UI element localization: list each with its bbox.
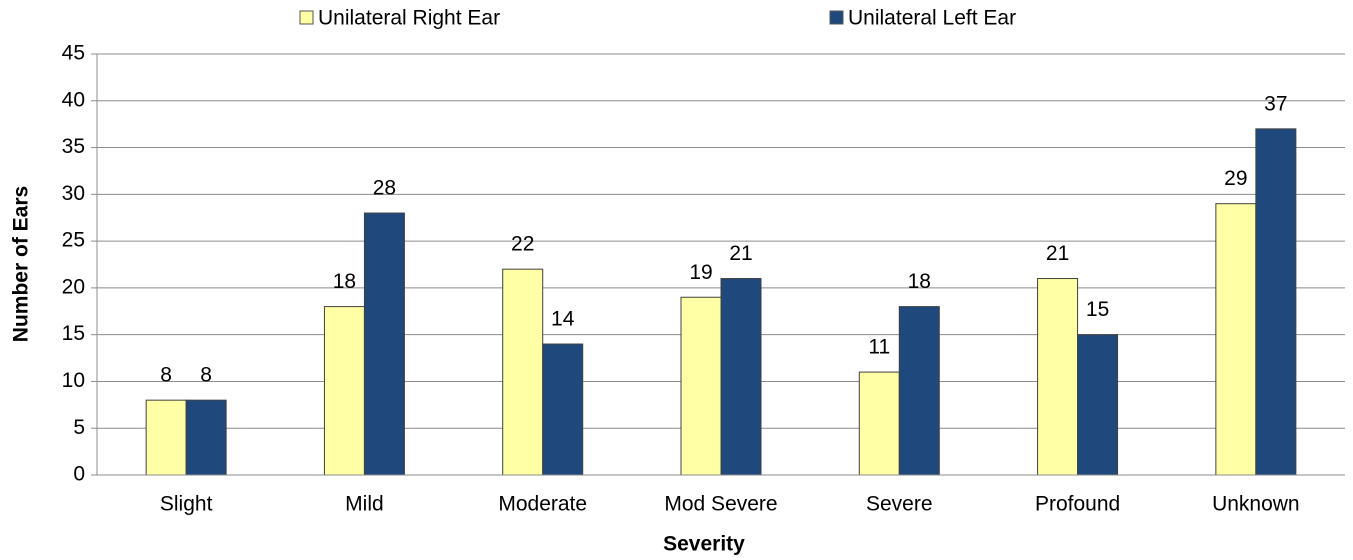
bar [1077, 334, 1119, 476]
data-label: 29 [1224, 167, 1247, 190]
data-label: 18 [333, 270, 356, 293]
bar [1215, 203, 1257, 476]
data-label: 22 [511, 233, 534, 256]
bar [323, 306, 365, 476]
data-label: 19 [689, 261, 712, 284]
x-tick-label: Unknown [1212, 493, 1300, 516]
data-label: 18 [908, 270, 931, 293]
y-tick-label: 45 [62, 42, 85, 65]
data-label: 11 [868, 336, 890, 359]
bar [720, 278, 762, 476]
y-tick-label: 25 [62, 229, 85, 252]
legend-label: Unilateral Left Ear [848, 7, 1016, 30]
y-axis-title: Number of Ears [10, 186, 33, 342]
y-tick-label: 20 [62, 275, 85, 298]
data-label: 21 [729, 242, 752, 265]
data-label: 8 [160, 364, 172, 387]
bar [1255, 128, 1297, 476]
data-label: 37 [1264, 92, 1287, 115]
y-tick-label: 10 [62, 369, 85, 392]
data-label: 8 [200, 364, 212, 387]
legend-label: Unilateral Right Ear [318, 7, 500, 30]
bar [542, 343, 584, 476]
y-tick-label: 30 [62, 182, 85, 205]
x-axis-title: Severity [663, 533, 745, 556]
legend-swatch [829, 10, 844, 25]
bar [680, 296, 722, 476]
x-tick-label: Moderate [498, 493, 587, 516]
bar [858, 371, 900, 476]
x-tick-label: Profound [1035, 493, 1120, 516]
x-tick-label: Severe [866, 493, 933, 516]
x-tick-label: Mild [345, 493, 384, 516]
legend-swatch [299, 10, 314, 25]
bar [1037, 278, 1079, 476]
data-label: 28 [373, 177, 396, 200]
bar [185, 399, 227, 476]
x-tick-label: Slight [160, 493, 213, 516]
bar [898, 306, 940, 476]
y-tick-label: 15 [62, 322, 85, 345]
y-tick-label: 5 [73, 416, 85, 439]
y-tick-label: 0 [73, 463, 85, 486]
data-label: 21 [1046, 242, 1069, 265]
bar [145, 399, 187, 476]
y-tick-label: 35 [62, 135, 85, 158]
bar [502, 268, 544, 476]
y-tick-label: 40 [62, 88, 85, 111]
bar [363, 212, 405, 476]
data-label: 15 [1086, 298, 1109, 321]
x-tick-label: Mod Severe [664, 493, 777, 516]
data-label: 14 [551, 308, 575, 331]
